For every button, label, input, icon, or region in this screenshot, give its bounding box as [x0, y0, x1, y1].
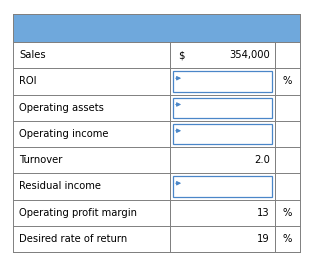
- Bar: [13, 199, 300, 226]
- Text: ROI: ROI: [19, 77, 36, 86]
- Bar: [173, 97, 272, 118]
- Bar: [173, 176, 272, 196]
- Text: 2.0: 2.0: [254, 155, 270, 165]
- Text: 19: 19: [257, 234, 270, 244]
- Text: %: %: [283, 77, 292, 86]
- Bar: [13, 226, 300, 252]
- Text: %: %: [283, 234, 292, 244]
- Text: Desired rate of return: Desired rate of return: [19, 234, 127, 244]
- Bar: [13, 121, 300, 147]
- Bar: [13, 68, 300, 95]
- Text: Operating profit margin: Operating profit margin: [19, 208, 137, 218]
- Bar: [13, 147, 300, 173]
- Bar: [173, 71, 272, 91]
- Text: %: %: [283, 208, 292, 218]
- Text: Sales: Sales: [19, 50, 46, 60]
- Text: 354,000: 354,000: [229, 50, 270, 60]
- Text: Operating assets: Operating assets: [19, 103, 104, 113]
- Bar: [173, 124, 272, 144]
- Bar: [13, 95, 300, 121]
- Text: Turnover: Turnover: [19, 155, 62, 165]
- Text: Residual income: Residual income: [19, 181, 101, 191]
- Text: 13: 13: [257, 208, 270, 218]
- Text: $: $: [178, 50, 185, 60]
- Bar: [13, 14, 300, 42]
- Bar: [13, 42, 300, 68]
- Text: Operating income: Operating income: [19, 129, 109, 139]
- Bar: [13, 173, 300, 199]
